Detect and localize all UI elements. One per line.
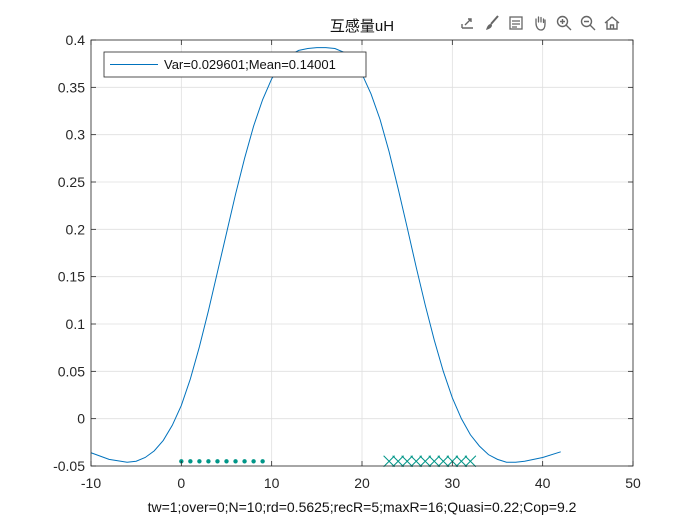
series-line	[90, 47, 561, 463]
x-tick-label: 20	[354, 475, 370, 491]
y-tick-label: 0.25	[58, 174, 85, 190]
x-marker	[455, 455, 468, 468]
x-tick-label: 50	[625, 475, 641, 491]
y-tick-label: 0.3	[66, 127, 86, 143]
x-marker	[383, 455, 395, 468]
x-marker	[419, 455, 432, 468]
y-tick-label: 0.35	[58, 79, 85, 95]
x-marker	[464, 455, 477, 468]
chart-title: 互感量uH	[330, 18, 394, 35]
legend[interactable]: Var=0.029601;Mean=0.14001	[103, 51, 367, 78]
dot-marker	[242, 459, 247, 464]
dot-marker	[206, 459, 211, 464]
x-marker	[410, 455, 423, 468]
y-tick-label: -0.05	[53, 458, 85, 474]
x-marker	[428, 455, 441, 468]
x-tick-label: 40	[535, 475, 551, 491]
dot-marker	[197, 459, 202, 464]
dot-marker	[251, 459, 256, 464]
dot-marker	[260, 459, 265, 464]
zoom-out-icon[interactable]	[578, 12, 598, 34]
y-tick-label: 0.15	[58, 269, 85, 285]
y-tick-label: 0.2	[66, 221, 86, 237]
y-tick-label: 0.1	[66, 316, 86, 332]
x-marker	[437, 455, 450, 468]
x-axis-label: tw=1;over=0;N=10;rd=0.5625;recR=5;maxR=1…	[148, 499, 577, 515]
x-tick-label: -10	[81, 475, 101, 491]
axis-ticks: -10 0 10 20 30 40 50 -0.05 0 0.05 0.1 0.15 0.2 0.25 0.…	[53, 32, 641, 491]
pan-icon[interactable]	[530, 12, 550, 34]
y-tick-label: 0.4	[66, 32, 86, 48]
zoom-in-icon[interactable]	[554, 12, 574, 34]
y-tick-label: 0.05	[58, 363, 85, 379]
dot-marker	[215, 459, 220, 464]
legend-icon[interactable]	[506, 12, 526, 34]
figure-toolbar	[458, 12, 622, 34]
dot-marker	[188, 459, 193, 464]
series-layer	[90, 47, 561, 468]
x-tick-label: 10	[264, 475, 280, 491]
home-icon[interactable]	[602, 12, 622, 34]
x-tick-label: 30	[445, 475, 461, 491]
legend-entry-label: Var=0.029601;Mean=0.14001	[164, 57, 336, 72]
y-tick-label: 0	[77, 411, 85, 427]
x-marker	[392, 455, 404, 468]
brush-icon[interactable]	[482, 12, 502, 34]
dot-marker	[233, 459, 238, 464]
x-tick-label: 0	[177, 475, 185, 491]
dot-marker	[224, 459, 229, 464]
x-marker	[401, 455, 414, 468]
export-icon[interactable]	[458, 12, 478, 34]
